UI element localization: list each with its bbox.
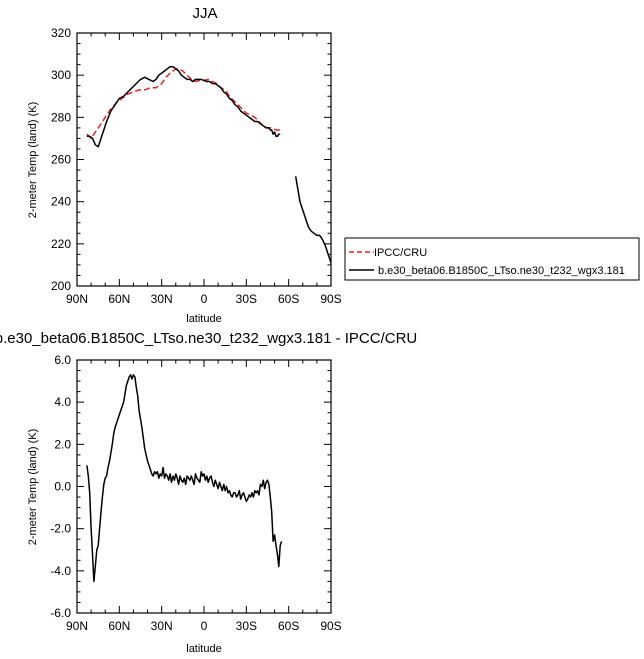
bottom-x-tick-labels: 90N 60N 30N 0 30S 60S 90S — [66, 619, 342, 633]
top-x-tick-label: 60N — [108, 292, 130, 306]
top-series-line-2 — [294, 176, 332, 264]
bottom-x-tick-label: 30N — [151, 619, 173, 633]
bottom-x-tick-label: 0 — [201, 619, 208, 633]
bottom-plot-frame — [76, 359, 332, 614]
top-chart-title: JJA — [192, 5, 217, 22]
top-series-group — [86, 65, 332, 264]
top-series-line-0 — [86, 68, 283, 140]
bottom-y-tick-label: -4.0 — [50, 564, 71, 578]
bottom-x-tick-label: 90N — [66, 619, 88, 633]
top-y-tick-label: 320 — [51, 26, 71, 40]
bottom-y-tick-label: 2.0 — [54, 437, 71, 451]
top-x-axis-label: latitude — [186, 313, 221, 325]
top-chart-ticks — [76, 32, 332, 287]
panel-top-chart: JJA 90N 60N 30N 0 30S 60S 90S 200 220 240 260 280 3… — [27, 5, 640, 325]
legend-label-ipcc-cru: IPCC/CRU — [374, 247, 427, 259]
bottom-series-group — [86, 374, 283, 583]
top-x-tick-labels: 90N 60N 30N 0 30S 60S 90S — [66, 292, 342, 306]
legend-label-model: b.e30_beta06.B1850C_LTso.ne30_t232_wgx3.… — [378, 265, 625, 277]
bottom-series-line-0 — [86, 374, 283, 583]
top-y-tick-label: 200 — [51, 279, 71, 293]
bottom-y-axis-label: 2-meter Temp (land) (K) — [27, 429, 39, 546]
bottom-y-tick-label: -6.0 — [50, 606, 71, 620]
legend: IPCC/CRU b.e30_beta06.B1850C_LTso.ne30_t… — [344, 237, 640, 281]
top-x-tick-label: 90N — [66, 292, 88, 306]
bottom-chart-ticks — [76, 359, 332, 614]
bottom-x-tick-label: 60N — [108, 619, 130, 633]
bottom-y-tick-label: -2.0 — [50, 522, 71, 536]
top-x-tick-label: 30S — [236, 292, 257, 306]
top-series-line-1 — [86, 65, 281, 148]
bottom-y-tick-labels: -6.0 -4.0 -2.0 0.0 2.0 4.0 6.0 — [50, 353, 71, 620]
top-y-tick-label: 280 — [51, 110, 71, 124]
top-x-tick-label: 30N — [151, 292, 173, 306]
bottom-x-tick-label: 60S — [278, 619, 299, 633]
top-plot-frame — [76, 32, 332, 287]
top-y-tick-labels: 200 220 240 260 280 300 320 — [51, 26, 71, 293]
bottom-y-tick-label: 4.0 — [54, 395, 71, 409]
top-y-axis-label: 2-meter Temp (land) (K) — [27, 102, 39, 219]
bottom-x-tick-label: 90S — [320, 619, 341, 633]
top-y-tick-label: 300 — [51, 68, 71, 82]
top-y-tick-label: 240 — [51, 195, 71, 209]
bottom-chart-title: b.e30_beta06.B1850C_LTso.ne30_t232_wgx3.… — [0, 330, 417, 347]
bottom-x-axis-label: latitude — [186, 643, 221, 655]
top-x-tick-label: 90S — [320, 292, 341, 306]
bottom-y-tick-label: 0.0 — [54, 480, 71, 494]
top-x-tick-label: 60S — [278, 292, 299, 306]
top-y-tick-label: 260 — [51, 153, 71, 167]
bottom-x-tick-label: 30S — [236, 619, 257, 633]
legend-box — [344, 237, 640, 281]
top-y-tick-label: 220 — [51, 237, 71, 251]
bottom-y-tick-label: 6.0 — [54, 353, 71, 367]
top-x-tick-label: 0 — [201, 292, 208, 306]
panel-bottom-chart: b.e30_beta06.B1850C_LTso.ne30_t232_wgx3.… — [0, 330, 417, 655]
